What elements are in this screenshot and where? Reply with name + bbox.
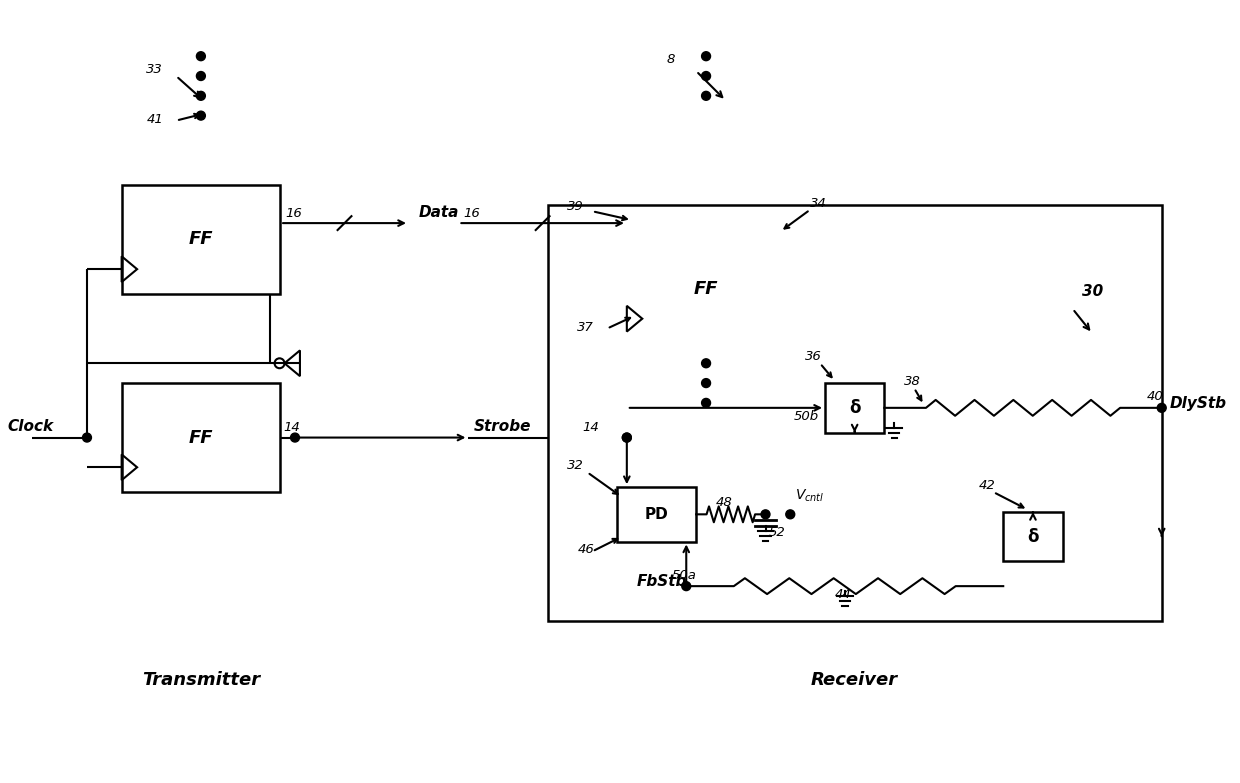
Circle shape <box>196 71 206 81</box>
Text: 33: 33 <box>146 63 164 76</box>
Text: PD: PD <box>645 507 668 521</box>
Text: Data: Data <box>419 205 459 220</box>
Text: 46: 46 <box>578 543 594 557</box>
Text: 44: 44 <box>835 588 852 601</box>
Bar <box>618 487 696 542</box>
Text: 50b: 50b <box>794 410 818 423</box>
Circle shape <box>1157 403 1166 413</box>
Circle shape <box>702 92 711 100</box>
Text: δ: δ <box>849 399 861 417</box>
Circle shape <box>83 433 92 442</box>
Circle shape <box>761 510 770 519</box>
Circle shape <box>702 71 711 81</box>
Circle shape <box>702 399 711 407</box>
Circle shape <box>622 433 631 442</box>
Circle shape <box>196 111 206 120</box>
Text: δ: δ <box>1027 528 1039 546</box>
Bar <box>122 185 280 294</box>
Text: 41: 41 <box>146 113 164 125</box>
Bar <box>1003 512 1063 561</box>
Text: FF: FF <box>694 280 718 298</box>
Text: Receiver: Receiver <box>811 671 898 689</box>
Text: 36: 36 <box>805 350 822 363</box>
Bar <box>548 205 1162 621</box>
Text: 42: 42 <box>978 479 996 492</box>
Circle shape <box>702 359 711 368</box>
Bar <box>825 383 884 433</box>
Text: FbStb: FbStb <box>636 574 687 589</box>
Text: 16: 16 <box>464 207 480 220</box>
Circle shape <box>196 52 206 60</box>
Text: DlyStb: DlyStb <box>1169 396 1226 411</box>
Text: 48: 48 <box>715 496 733 510</box>
Text: 14: 14 <box>283 420 300 434</box>
Circle shape <box>702 52 711 60</box>
Text: 16: 16 <box>285 207 301 220</box>
Text: 30: 30 <box>1083 284 1104 299</box>
Text: FF: FF <box>188 230 213 248</box>
Text: Clock: Clock <box>7 419 53 434</box>
Text: $V_{cntl}$: $V_{cntl}$ <box>795 488 825 504</box>
Bar <box>627 234 785 344</box>
Circle shape <box>622 433 631 442</box>
Text: 32: 32 <box>568 460 584 472</box>
Text: 37: 37 <box>578 320 594 334</box>
Text: Strobe: Strobe <box>474 419 531 434</box>
Text: 52: 52 <box>769 526 785 539</box>
Bar <box>122 383 280 492</box>
Text: 38: 38 <box>904 375 921 388</box>
Text: 14: 14 <box>583 420 599 434</box>
Text: 40: 40 <box>1147 390 1163 403</box>
Circle shape <box>682 582 691 590</box>
Text: 50a: 50a <box>671 569 697 583</box>
Text: FF: FF <box>188 428 213 446</box>
Circle shape <box>196 92 206 100</box>
Text: 8: 8 <box>666 53 675 66</box>
Text: 34: 34 <box>810 197 827 210</box>
Circle shape <box>290 433 299 442</box>
Text: 39: 39 <box>568 200 584 213</box>
Circle shape <box>702 379 711 388</box>
Text: Transmitter: Transmitter <box>141 671 260 689</box>
Circle shape <box>786 510 795 519</box>
